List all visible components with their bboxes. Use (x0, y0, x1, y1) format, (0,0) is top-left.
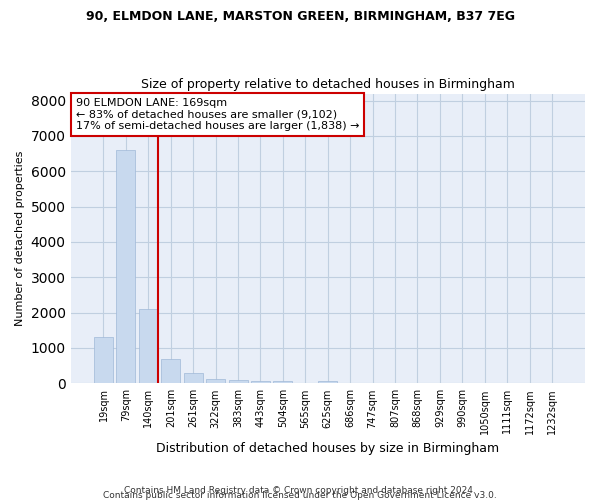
Bar (206, 378, 225, 384)
Title: Size of property relative to detached houses in Birmingham: Size of property relative to detached ho… (141, 78, 515, 91)
Bar (274, 381, 292, 384)
Bar (116, 150, 136, 384)
Text: 90 ELMDON LANE: 169sqm
← 83% of detached houses are smaller (9,102)
17% of semi-: 90 ELMDON LANE: 169sqm ← 83% of detached… (76, 98, 359, 131)
Text: Contains HM Land Registry data © Crown copyright and database right 2024.: Contains HM Land Registry data © Crown c… (124, 486, 476, 495)
Bar (251, 381, 270, 384)
Bar (229, 380, 248, 384)
X-axis label: Distribution of detached houses by size in Birmingham: Distribution of detached houses by size … (156, 442, 499, 455)
Bar (161, 360, 180, 384)
Bar (139, 309, 158, 384)
Bar (184, 372, 203, 384)
Bar (94, 338, 113, 384)
Y-axis label: Number of detached properties: Number of detached properties (15, 150, 25, 326)
Text: Contains public sector information licensed under the Open Government Licence v3: Contains public sector information licen… (103, 490, 497, 500)
Text: 90, ELMDON LANE, MARSTON GREEN, BIRMINGHAM, B37 7EG: 90, ELMDON LANE, MARSTON GREEN, BIRMINGH… (86, 10, 515, 23)
Bar (318, 381, 337, 384)
